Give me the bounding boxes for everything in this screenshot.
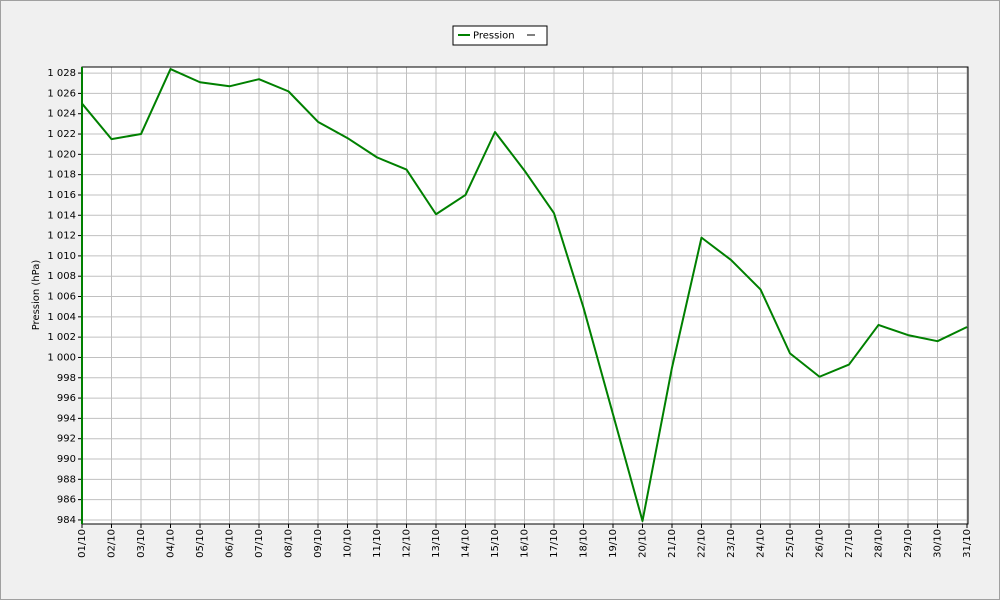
- y-tick-label: 992: [57, 434, 76, 445]
- y-tick-label: 986: [57, 495, 76, 506]
- x-tick-label: 04/10: [166, 529, 177, 558]
- x-tick-label: 21/10: [667, 529, 678, 558]
- x-tick-label: 25/10: [785, 529, 796, 558]
- x-tick-label: 13/10: [431, 529, 442, 558]
- y-tick-label: 1 006: [47, 292, 76, 303]
- y-tick-label: 1 026: [47, 88, 76, 99]
- y-tick-label: 1 014: [47, 210, 76, 221]
- x-tick-label: 06/10: [225, 529, 236, 558]
- x-tick-label: 02/10: [107, 529, 118, 558]
- x-tick-label: 19/10: [608, 529, 619, 558]
- legend-label: Pression: [473, 31, 515, 42]
- x-tick-label: 30/10: [933, 529, 944, 558]
- y-tick-label: 1 000: [47, 352, 76, 363]
- x-tick-label: 31/10: [962, 529, 973, 558]
- y-tick-label: 1 022: [47, 129, 76, 140]
- x-tick-label: 14/10: [461, 529, 472, 558]
- x-tick-label: 01/10: [77, 529, 88, 558]
- x-tick-label: 26/10: [815, 529, 826, 558]
- y-tick-label: 996: [57, 393, 76, 404]
- x-tick-label: 18/10: [579, 529, 590, 558]
- x-tick-label: 15/10: [490, 529, 501, 558]
- y-tick-label: 1 010: [47, 251, 76, 262]
- x-tick-label: 08/10: [284, 529, 295, 558]
- x-tick-label: 29/10: [903, 529, 914, 558]
- y-tick-label: 988: [57, 474, 76, 485]
- y-tick-label: 984: [57, 515, 76, 526]
- x-tick-label: 03/10: [136, 529, 147, 558]
- x-tick-label: 16/10: [520, 529, 531, 558]
- y-tick-label: 1 020: [47, 149, 76, 160]
- y-tick-label: 1 012: [47, 231, 76, 242]
- y-tick-label: 990: [57, 454, 76, 465]
- x-tick-label: 22/10: [697, 529, 708, 558]
- x-tick-label: 17/10: [549, 529, 560, 558]
- x-tick-label: 28/10: [874, 529, 885, 558]
- x-tick-label: 23/10: [726, 529, 737, 558]
- y-axis-title: Pression (hPa): [31, 260, 42, 331]
- series-line: [81, 68, 968, 522]
- x-tick-label: 10/10: [343, 529, 354, 558]
- y-tick-label: 1 002: [47, 332, 76, 343]
- y-tick-label: 1 018: [47, 170, 76, 181]
- legend-box: [452, 25, 548, 46]
- y-tick-label: 994: [57, 413, 76, 424]
- x-tick-label: 27/10: [844, 529, 855, 558]
- legend: Pression: [452, 25, 548, 46]
- x-tick-label: 09/10: [313, 529, 324, 558]
- y-tick-label: 1 024: [47, 109, 76, 120]
- y-tick-label: 1 028: [47, 68, 76, 79]
- y-tick-label: 1 008: [47, 271, 76, 282]
- x-tick-label: 20/10: [638, 529, 649, 558]
- x-tick-label: 12/10: [402, 529, 413, 558]
- y-tick-label: 1 004: [47, 312, 76, 323]
- x-tick-label: 11/10: [372, 529, 383, 558]
- y-tick-label: 1 016: [47, 190, 76, 201]
- x-tick-label: 05/10: [195, 529, 206, 558]
- x-tick-label: 07/10: [254, 529, 265, 558]
- y-tick-label: 998: [57, 373, 76, 384]
- x-tick-label: 24/10: [756, 529, 767, 558]
